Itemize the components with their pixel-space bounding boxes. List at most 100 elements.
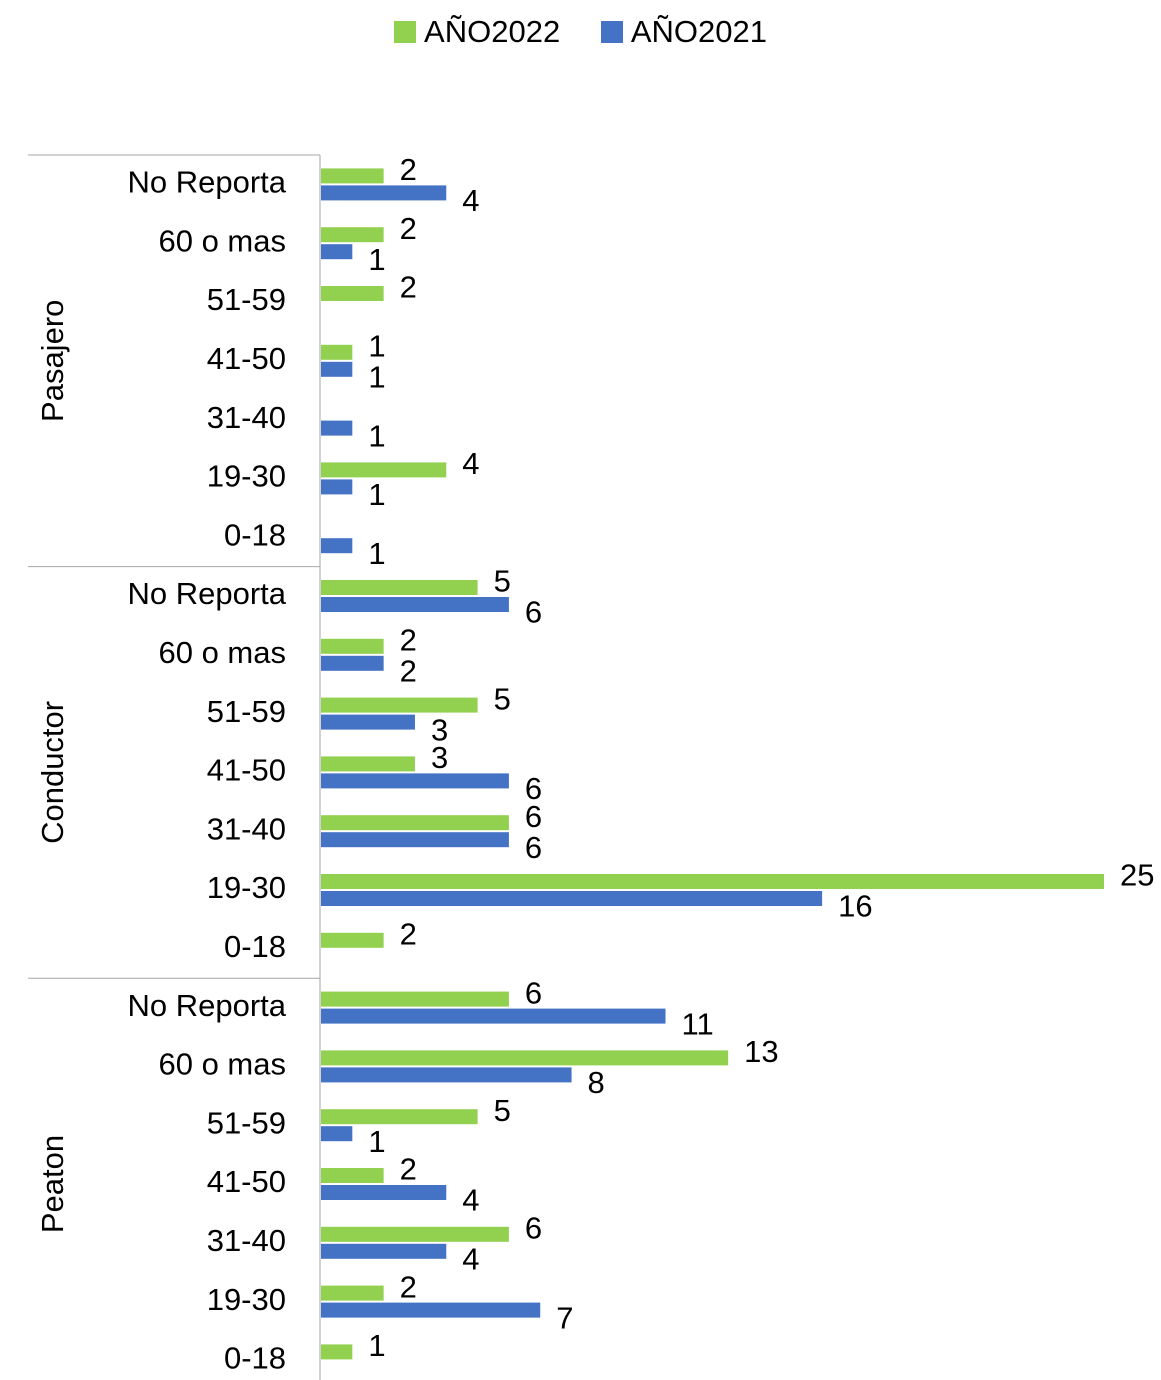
data-label-pasajero-19-30-a-o2022: 4 — [462, 446, 479, 481]
group-label-conductor: Conductor — [35, 701, 70, 844]
data-label-peaton-19-30-a-o2022: 2 — [400, 1269, 417, 1304]
bar-pasajero-19-30-a-o2021 — [321, 479, 353, 495]
data-label-peaton-0-18-a-o2022: 1 — [368, 1328, 385, 1363]
group-label-peaton: Peaton — [35, 1135, 70, 1233]
data-label-conductor-31-40-a-o2022: 6 — [525, 799, 542, 834]
data-label-peaton-60-o-mas-a-o2022: 13 — [744, 1034, 778, 1069]
bar-peaton-no-reporta-a-o2021 — [321, 1008, 666, 1024]
data-label-pasajero-60-o-mas-a-o2021: 1 — [368, 242, 385, 277]
bar-peaton-51-59-a-o2021 — [321, 1126, 353, 1142]
bar-pasajero-60-o-mas-a-o2022 — [321, 227, 384, 243]
bar-peaton-51-59-a-o2022 — [321, 1109, 478, 1125]
tick-label-peaton-0-18: 0-18 — [224, 1341, 286, 1376]
bar-pasajero-41-50-a-o2021 — [321, 361, 353, 377]
bar-pasajero-31-40-a-o2021 — [321, 420, 353, 436]
data-label-pasajero-31-40-a-o2021: 1 — [368, 418, 385, 453]
tick-label-pasajero-19-30: 19-30 — [207, 459, 286, 494]
data-label-conductor-60-o-mas-a-o2022: 2 — [400, 622, 417, 657]
data-label-pasajero-41-50-a-o2022: 1 — [368, 328, 385, 363]
bar-peaton-60-o-mas-a-o2022 — [321, 1050, 729, 1066]
bar-conductor-no-reporta-a-o2021 — [321, 597, 509, 612]
bar-conductor-19-30-a-o2021 — [321, 891, 823, 906]
data-label-conductor-51-59-a-o2022: 5 — [494, 681, 511, 716]
tick-label-pasajero-60-o-mas: 60 o mas — [158, 223, 286, 258]
bar-pasajero-51-59-a-o2022 — [321, 286, 384, 301]
tick-label-peaton-51-59: 51-59 — [207, 1105, 286, 1140]
legend-swatch-ano2021 — [600, 21, 623, 43]
data-label-peaton-41-50-a-o2022: 2 — [400, 1152, 417, 1187]
tick-label-conductor-0-18: 0-18 — [224, 929, 286, 964]
bar-peaton-19-30-a-o2022 — [321, 1285, 384, 1301]
chart-legend: AÑO2022 AÑO2021 — [0, 14, 1161, 51]
bar-peaton-41-50-a-o2021 — [321, 1185, 447, 1200]
tick-label-peaton-19-30: 19-30 — [207, 1282, 286, 1317]
data-label-peaton-no-reporta-a-o2022: 6 — [525, 975, 542, 1010]
data-label-peaton-41-50-a-o2021: 4 — [462, 1183, 479, 1218]
bar-conductor-41-50-a-o2022 — [321, 756, 415, 772]
tick-label-peaton-41-50: 41-50 — [207, 1164, 286, 1199]
tick-label-conductor-60-o-mas: 60 o mas — [158, 635, 286, 670]
data-label-peaton-31-40-a-o2021: 4 — [462, 1241, 479, 1276]
data-label-pasajero-0-18-a-o2021: 1 — [368, 536, 385, 571]
bar-conductor-19-30-a-o2022 — [321, 874, 1104, 889]
bar-pasajero-0-18-a-o2021 — [321, 538, 353, 554]
tick-label-conductor-41-50: 41-50 — [207, 753, 286, 788]
data-label-conductor-19-30-a-o2021: 16 — [838, 889, 872, 924]
data-label-peaton-31-40-a-o2022: 6 — [525, 1210, 542, 1245]
tick-label-peaton-60-o-mas: 60 o mas — [158, 1047, 286, 1082]
data-label-conductor-19-30-a-o2022: 25 — [1120, 858, 1154, 893]
data-label-pasajero-19-30-a-o2021: 1 — [368, 477, 385, 512]
tick-label-peaton-31-40: 31-40 — [207, 1223, 286, 1258]
bar-conductor-0-18-a-o2022 — [321, 932, 384, 948]
legend-label-ano2021: AÑO2021 — [630, 14, 767, 49]
data-label-conductor-41-50-a-o2022: 3 — [431, 740, 448, 775]
tick-label-conductor-19-30: 19-30 — [207, 870, 286, 905]
data-label-peaton-51-59-a-o2021: 1 — [368, 1124, 385, 1159]
bar-pasajero-no-reporta-a-o2022 — [321, 168, 384, 184]
bar-conductor-60-o-mas-a-o2022 — [321, 638, 384, 654]
bar-pasajero-no-reporta-a-o2021 — [321, 185, 447, 201]
bar-peaton-0-18-a-o2022 — [321, 1344, 353, 1360]
tick-label-pasajero-31-40: 31-40 — [207, 400, 286, 435]
data-label-pasajero-41-50-a-o2021: 1 — [368, 359, 385, 394]
tick-label-conductor-51-59: 51-59 — [207, 694, 286, 729]
data-label-peaton-51-59-a-o2022: 5 — [494, 1093, 511, 1128]
data-label-conductor-no-reporta-a-o2022: 5 — [494, 564, 511, 599]
bar-peaton-31-40-a-o2022 — [321, 1226, 509, 1242]
bar-conductor-41-50-a-o2021 — [321, 773, 509, 789]
data-label-conductor-60-o-mas-a-o2021: 2 — [400, 653, 417, 688]
legend-label-ano2022: AÑO2022 — [424, 14, 561, 49]
data-label-conductor-41-50-a-o2021: 6 — [525, 771, 542, 806]
tick-label-pasajero-41-50: 41-50 — [207, 341, 286, 376]
bar-conductor-31-40-a-o2021 — [321, 832, 509, 848]
group-label-pasajero: Pasajero — [35, 300, 70, 422]
bar-peaton-19-30-a-o2021 — [321, 1302, 541, 1318]
legend-swatch-ano2022 — [394, 21, 417, 43]
data-label-peaton-19-30-a-o2021: 7 — [556, 1300, 573, 1335]
bar-pasajero-41-50-a-o2022 — [321, 344, 353, 360]
data-label-pasajero-no-reporta-a-o2021: 4 — [462, 183, 479, 218]
bar-conductor-31-40-a-o2022 — [321, 815, 509, 831]
bar-peaton-41-50-a-o2022 — [321, 1168, 384, 1183]
tick-label-conductor-31-40: 31-40 — [207, 811, 286, 846]
bar-peaton-60-o-mas-a-o2021 — [321, 1067, 572, 1083]
legend-item-ano2022: AÑO2022 — [394, 14, 560, 50]
data-label-peaton-60-o-mas-a-o2021: 8 — [588, 1065, 605, 1100]
tick-label-pasajero-no-reporta: No Reporta — [127, 165, 286, 200]
bar-peaton-31-40-a-o2021 — [321, 1243, 447, 1259]
bar-conductor-no-reporta-a-o2022 — [321, 580, 478, 595]
bar-peaton-no-reporta-a-o2022 — [321, 991, 509, 1007]
data-label-pasajero-no-reporta-a-o2022: 2 — [400, 152, 417, 187]
bar-pasajero-60-o-mas-a-o2021 — [321, 244, 353, 260]
data-label-peaton-no-reporta-a-o2021: 11 — [682, 1006, 714, 1041]
tick-label-pasajero-0-18: 0-18 — [224, 517, 286, 552]
bar-conductor-51-59-a-o2022 — [321, 697, 478, 713]
legend-item-ano2021: AÑO2021 — [600, 14, 767, 50]
data-label-pasajero-51-59-a-o2022: 2 — [400, 270, 417, 305]
bar-pasajero-19-30-a-o2022 — [321, 462, 447, 478]
data-label-conductor-51-59-a-o2021: 3 — [431, 712, 448, 747]
bar-conductor-51-59-a-o2021 — [321, 714, 415, 730]
data-label-conductor-0-18-a-o2022: 2 — [400, 916, 417, 951]
data-label-pasajero-60-o-mas-a-o2022: 2 — [400, 211, 417, 246]
